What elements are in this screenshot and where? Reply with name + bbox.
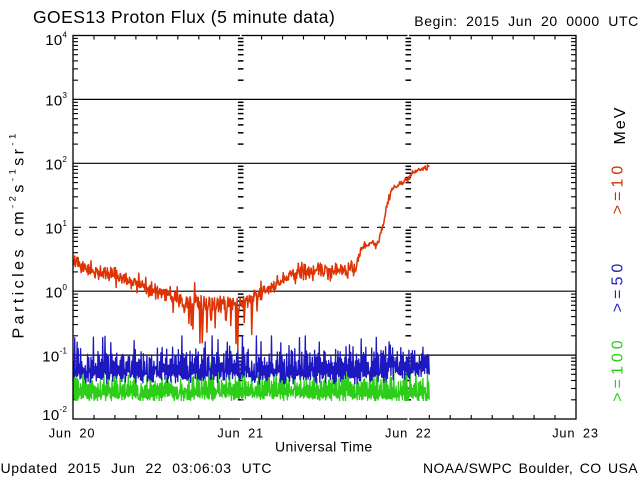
svg-text:>=10: >=10 [610, 162, 627, 214]
svg-text:100: 100 [45, 283, 67, 302]
svg-text:Begin: 2015 Jun 20 0000 UTC: Begin: 2015 Jun 20 0000 UTC [414, 13, 639, 29]
svg-text:Jun 21: Jun 21 [217, 426, 264, 441]
svg-text:MeV: MeV [612, 106, 629, 145]
svg-text:104: 104 [45, 30, 67, 49]
svg-text:>=50: >=50 [610, 260, 627, 312]
svg-text:Universal Time: Universal Time [275, 439, 372, 455]
svg-text:102: 102 [45, 155, 67, 174]
svg-text:GOES13 Proton Flux (5 minute d: GOES13 Proton Flux (5 minute data) [33, 7, 335, 27]
svg-text:101: 101 [45, 219, 67, 238]
svg-text:Updated 2015 Jun 22 03:06:03 U: Updated 2015 Jun 22 03:06:03 UTC [1, 460, 273, 476]
svg-text:Jun 23: Jun 23 [552, 426, 599, 441]
svg-text:Jun 20: Jun 20 [49, 426, 96, 441]
svg-text:Jun 22: Jun 22 [385, 426, 432, 441]
svg-text:103: 103 [45, 91, 67, 110]
svg-text:NOAA/SWPC Boulder, CO USA: NOAA/SWPC Boulder, CO USA [423, 460, 638, 476]
svg-text:>=100: >=100 [610, 336, 627, 401]
svg-text:Particles cm-2s-1sr-1: Particles cm-2s-1sr-1 [8, 130, 28, 338]
